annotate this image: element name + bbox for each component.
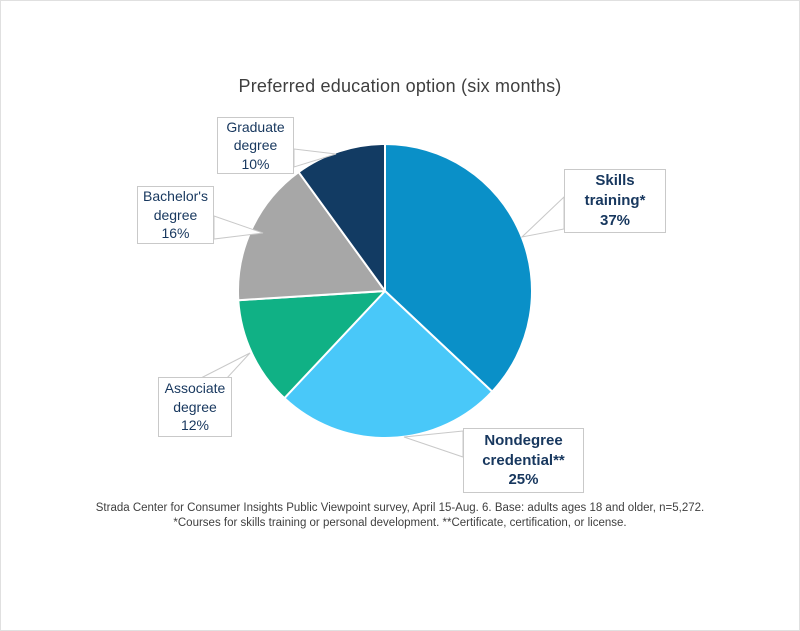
- callout-tail-skills: [520, 195, 565, 238]
- pie-slice-skills-training: [384, 143, 533, 393]
- callout-tail-graduate: [293, 148, 337, 168]
- callout-label-nondegree-credential: Nondegree credential** 25%: [463, 428, 584, 493]
- callout-label-bachelors-degree: Bachelor's degree 16%: [137, 186, 214, 244]
- pie-slice-nondegree-credential: [283, 290, 494, 439]
- pie-slice-associate-degree: [237, 290, 386, 400]
- callout-tail-bachelor: [213, 215, 264, 240]
- callout-label-graduate-degree: Graduate degree 10%: [217, 117, 294, 174]
- callout-tails: [200, 148, 565, 458]
- callout-label-skills-training: Skills training* 37%: [564, 169, 666, 233]
- pie-slice-bachelor-s-degree: [237, 171, 386, 302]
- callout-label-associate-degree: Associate degree 12%: [158, 377, 232, 437]
- pie-slice-graduate-degree: [297, 143, 386, 292]
- footnote-line-2: *Courses for skills training or personal…: [173, 517, 627, 529]
- chart-title: Preferred education option (six months): [238, 76, 562, 96]
- pie-slices: [237, 143, 533, 439]
- footnote-line-1: Strada Center for Consumer Insights Publ…: [95, 502, 705, 514]
- footnote: Strada Center for Consumer Insights Publ…: [1, 501, 799, 531]
- callout-tail-associate: [200, 352, 251, 379]
